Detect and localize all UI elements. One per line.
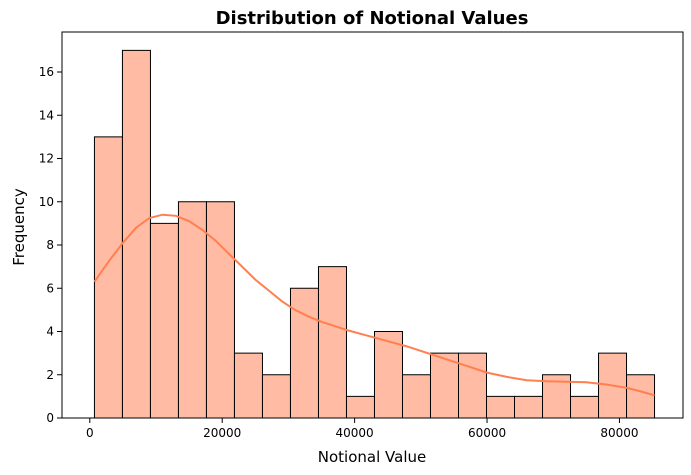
x-tick-label: 0 — [86, 426, 94, 440]
histogram-bar — [205, 201, 235, 419]
histogram-bar — [345, 395, 375, 419]
x-tick-label: 20000 — [203, 426, 241, 440]
x-tick-label: 60000 — [468, 426, 506, 440]
histogram-bar — [177, 201, 207, 419]
y-tick-label: 10 — [39, 195, 54, 209]
histogram-bar — [317, 266, 347, 419]
histogram-bar — [289, 287, 319, 419]
histogram-bar — [149, 222, 179, 419]
plot-frame — [61, 31, 684, 419]
x-axis-label: Notional Value — [318, 448, 426, 466]
histogram-bar — [570, 395, 600, 419]
x-tick-label: 80000 — [600, 426, 638, 440]
y-tick-label: 16 — [39, 65, 54, 79]
y-tick-label: 4 — [46, 325, 54, 339]
bars-group — [93, 49, 656, 419]
y-tick-label: 6 — [46, 281, 54, 295]
x-tick-label: 40000 — [336, 426, 374, 440]
histogram-bar — [514, 395, 544, 419]
histogram-bar — [233, 352, 263, 419]
histogram-bar — [93, 136, 123, 419]
histogram-bar — [373, 331, 403, 419]
chart-title: Distribution of Notional Values — [216, 8, 529, 29]
y-axis-label: Frequency — [10, 188, 28, 266]
histogram-bar — [121, 49, 151, 419]
x-axis: 0 20000 40000 60000 80000 — [86, 418, 639, 440]
y-tick-label: 12 — [39, 152, 54, 166]
y-tick-label: 2 — [46, 368, 54, 382]
histogram-bar — [261, 374, 291, 419]
y-tick-label: 14 — [39, 108, 54, 122]
histogram-bar — [457, 352, 488, 419]
y-axis: 0 2 4 6 8 10 12 14 16 — [39, 65, 62, 425]
histogram-bar — [626, 374, 656, 419]
histogram-bar — [486, 395, 516, 419]
histogram-bar — [401, 374, 431, 419]
y-tick-label: 8 — [46, 238, 54, 252]
y-tick-label: 0 — [46, 411, 54, 425]
kde-curve — [93, 213, 655, 397]
